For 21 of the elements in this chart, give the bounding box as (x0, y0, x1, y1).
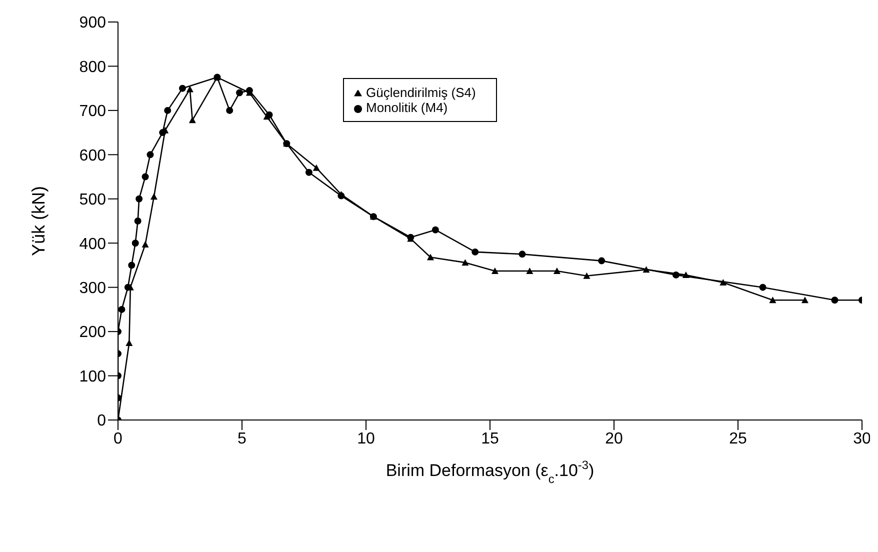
x-tick-label: 25 (729, 430, 747, 448)
y-tick-label: 800 (79, 58, 106, 76)
legend-label: Monolitik (M4) (366, 100, 448, 115)
y-tick-label: 400 (79, 236, 106, 253)
x-tick-label: 15 (481, 430, 499, 448)
x-tick-label: 10 (357, 430, 375, 448)
y-tick-label: 200 (79, 324, 106, 342)
y-axis-title: Yük (kN) (28, 186, 48, 256)
x-tick-label: 5 (238, 430, 247, 448)
y-tick-label: 700 (79, 103, 106, 120)
y-tick-label: 0 (97, 412, 106, 430)
x-tick-label: 20 (605, 430, 623, 448)
y-tick-label: 600 (79, 147, 106, 164)
y-tick-label: 300 (79, 280, 106, 298)
x-tick-label: 0 (114, 430, 123, 448)
y-tick-label: 500 (79, 192, 106, 209)
x-tick-label: 30 (853, 430, 871, 448)
x-axis-title: Birim Deformasyon (ε$_{c}$.10$^{-3}$) (386, 458, 594, 486)
y-tick-label: 100 (79, 368, 106, 386)
y-tick-label: 900 (79, 14, 106, 32)
legend-label: Güçlendirilmiş (S4) (366, 85, 476, 100)
